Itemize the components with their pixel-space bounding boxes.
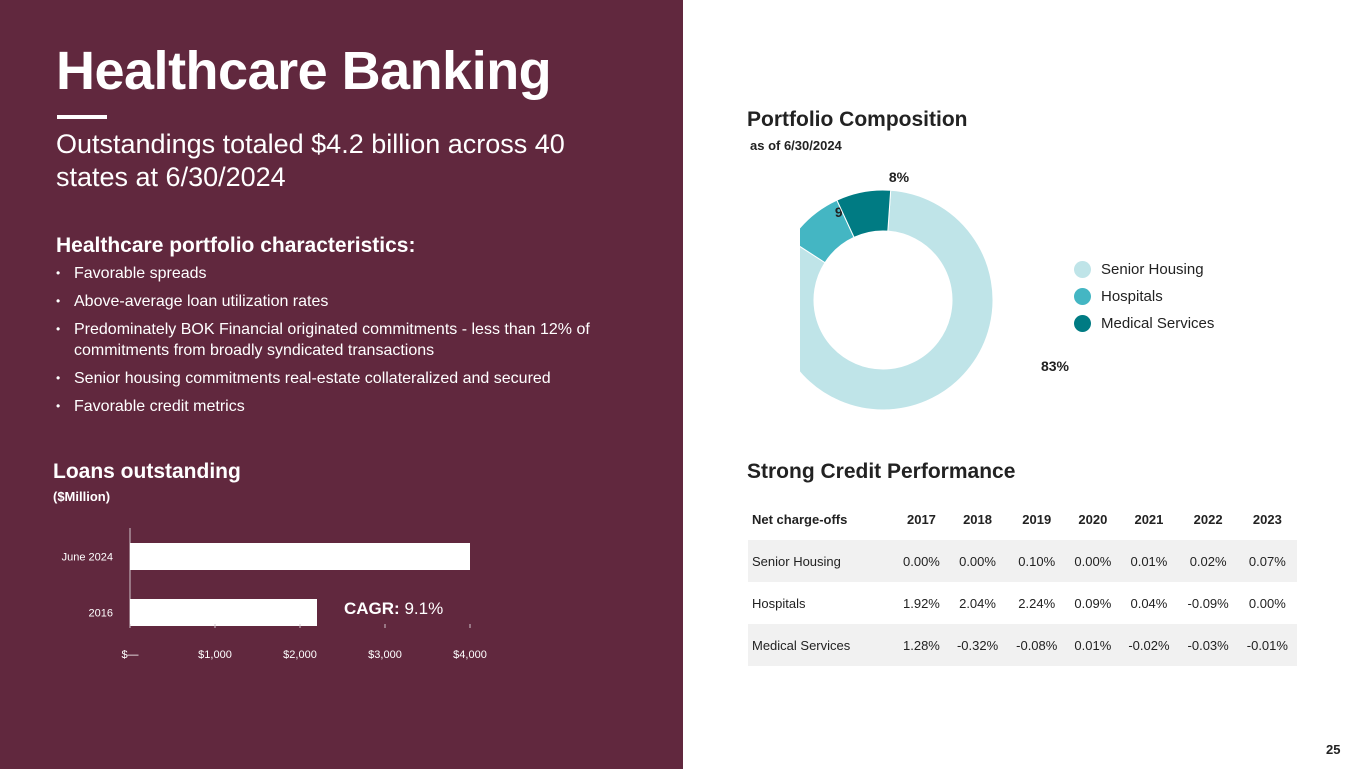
characteristic-text: Favorable credit metrics bbox=[74, 398, 245, 415]
table-cell: 2.04% bbox=[959, 595, 996, 611]
legend-label: Senior Housing bbox=[1101, 261, 1204, 278]
header-cell: 2019 bbox=[1022, 511, 1052, 527]
characteristics-heading: Healthcare portfolio characteristics: bbox=[56, 234, 416, 257]
table-cell: Medical Services bbox=[752, 637, 851, 653]
x-tick-label: $4,000 bbox=[453, 649, 487, 661]
loans-heading: Loans outstanding bbox=[53, 460, 241, 483]
table-cell: 1.92% bbox=[903, 595, 940, 611]
characteristic-text: Predominately BOK Financial originated c… bbox=[74, 321, 590, 359]
legend-swatch bbox=[1074, 315, 1091, 332]
table-header-row: Net charge-offs 2017 2018 2019 2020 2021… bbox=[748, 498, 1297, 540]
legend-swatch bbox=[1074, 288, 1091, 305]
table-cell: -0.01% bbox=[1246, 637, 1288, 653]
table-cell: 0.00% bbox=[1074, 553, 1112, 569]
header-cell: 2023 bbox=[1252, 511, 1282, 527]
legend-item: Medical Services bbox=[1074, 310, 1214, 337]
legend-item: Senior Housing bbox=[1074, 256, 1214, 283]
loan-bar bbox=[130, 599, 317, 626]
header-cell: 2020 bbox=[1078, 511, 1108, 527]
page-number: 25 bbox=[1326, 742, 1341, 757]
table-cell: 0.01% bbox=[1130, 553, 1168, 569]
table-cell: 0.00% bbox=[959, 553, 996, 569]
cagr-annotation: CAGR: 9.1% bbox=[344, 599, 443, 619]
table-cell: -0.09% bbox=[1187, 595, 1229, 611]
characteristic-item: • Senior housing commitments real-estate … bbox=[56, 368, 616, 389]
x-tick-label: $— bbox=[121, 649, 138, 661]
table-cell: Senior Housing bbox=[752, 553, 841, 569]
table-cell: 0.01% bbox=[1074, 637, 1112, 653]
x-tick-label: $2,000 bbox=[283, 649, 317, 661]
legend-label: Hospitals bbox=[1101, 288, 1163, 305]
loan-bar bbox=[130, 543, 470, 570]
header-cell: 2018 bbox=[963, 511, 992, 527]
table-cell: -0.08% bbox=[1016, 637, 1058, 653]
header-cell: 2017 bbox=[906, 511, 936, 527]
loans-unit: ($Million) bbox=[53, 489, 111, 504]
characteristic-item: • Predominately BOK Financial originated … bbox=[56, 319, 616, 361]
table-cell: 0.02% bbox=[1189, 553, 1227, 569]
table-cell: 0.10% bbox=[1018, 553, 1056, 569]
portfolio-legend: Senior Housing Hospitals Medical Services bbox=[1074, 256, 1214, 337]
header-cell: 2022 bbox=[1193, 511, 1223, 527]
legend-swatch bbox=[1074, 261, 1091, 278]
credit-table: Net charge-offs 2017 2018 2019 2020 2021… bbox=[748, 498, 1297, 666]
left-panel: Healthcare Banking Outstandings totaled … bbox=[0, 0, 683, 769]
table-cell: 2.24% bbox=[1018, 595, 1056, 611]
portfolio-subtitle: as of 6/30/2024 bbox=[750, 138, 842, 153]
cagr-label: CAGR: bbox=[344, 599, 400, 618]
bullet-icon: • bbox=[56, 266, 61, 280]
slice-value-label: 8% bbox=[889, 169, 910, 185]
page-title: Healthcare Banking bbox=[56, 41, 552, 101]
table-cell: 0.00% bbox=[903, 553, 940, 569]
characteristic-item: • Above-average loan utilization rates bbox=[56, 291, 616, 312]
table-cell: 0.00% bbox=[1248, 595, 1286, 611]
table-cell: 1.28% bbox=[903, 637, 940, 653]
header-cell: Net charge-offs bbox=[752, 511, 848, 527]
legend-label: Medical Services bbox=[1101, 315, 1215, 332]
donut-slice bbox=[836, 189, 892, 239]
table-row: Senior Housing 0.00% 0.00% 0.10% 0.00% 0… bbox=[748, 540, 1297, 582]
characteristic-text: Favorable spreads bbox=[74, 265, 207, 282]
cagr-value: 9.1% bbox=[404, 599, 444, 618]
legend-item: Hospitals bbox=[1074, 283, 1214, 310]
x-tick-label: $1,000 bbox=[198, 649, 232, 661]
slice-value-label: 83% bbox=[1041, 358, 1070, 374]
loans-bar-chart: June 2024 2016 $— $1,000 $2,000 $3,000 $4,000 bbox=[62, 528, 487, 661]
page-subtitle: Outstandings totaled $4.2 billion across… bbox=[56, 129, 565, 192]
characteristic-item: • Favorable credit metrics bbox=[56, 396, 616, 417]
x-tick-label: $3,000 bbox=[368, 649, 402, 661]
bullet-icon: • bbox=[56, 322, 61, 336]
bullet-icon: • bbox=[56, 399, 61, 413]
table-cell: 0.09% bbox=[1074, 595, 1112, 611]
table-row: Hospitals 1.92% 2.04% 2.24% 0.09% 0.04% … bbox=[748, 582, 1297, 624]
characteristic-text: Senior housing commitments real-estate c… bbox=[74, 370, 551, 387]
donut-slice bbox=[800, 189, 994, 411]
characteristic-text: Above-average loan utilization rates bbox=[74, 293, 329, 310]
table-cell: -0.32% bbox=[956, 637, 999, 653]
table-cell: 0.04% bbox=[1130, 595, 1168, 611]
category-label: 2016 bbox=[89, 608, 113, 620]
credit-title: Strong Credit Performance bbox=[747, 460, 1016, 483]
title-underline bbox=[57, 115, 107, 119]
table-cell: Hospitals bbox=[752, 595, 806, 611]
table-row: Medical Services 1.28% -0.32% -0.08% 0.0… bbox=[748, 624, 1297, 666]
characteristic-item: • Favorable spreads bbox=[56, 263, 616, 284]
characteristics-list: • Favorable spreads • Above-average loan u… bbox=[56, 263, 616, 424]
bullet-icon: • bbox=[56, 371, 61, 385]
table-cell: -0.02% bbox=[1128, 637, 1170, 653]
portfolio-title: Portfolio Composition bbox=[747, 108, 968, 131]
table-cell: -0.03% bbox=[1187, 637, 1229, 653]
table-cell: 0.07% bbox=[1248, 553, 1286, 569]
category-label: June 2024 bbox=[62, 552, 113, 564]
header-cell: 2021 bbox=[1134, 511, 1164, 527]
portfolio-donut-chart: 83%9%8% bbox=[800, 169, 1070, 411]
bullet-icon: • bbox=[56, 294, 61, 308]
